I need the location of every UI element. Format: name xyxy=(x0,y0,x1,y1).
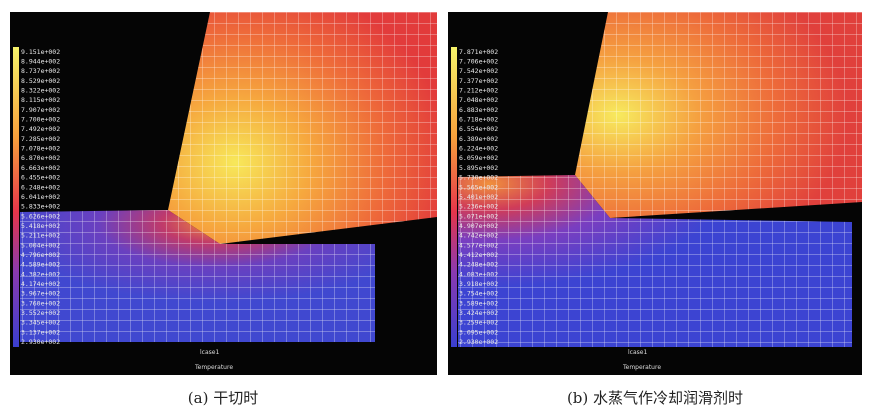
caption: (b) 水蒸气作冷却润滑剂时 xyxy=(567,389,743,407)
legend-label: 6.554e+002 xyxy=(459,125,498,133)
legend-label: 6.718e+002 xyxy=(459,116,498,124)
legend-label: 8.944e+002 xyxy=(21,57,60,65)
legend-label: 3.754e+002 xyxy=(459,290,498,298)
legend-label: 3.259e+002 xyxy=(459,319,498,327)
legend-label: 7.907e+002 xyxy=(21,106,60,114)
caption: (a) 干切时 xyxy=(188,389,258,407)
legend-label: 3.137e+002 xyxy=(21,328,60,336)
case-label: lcase1 xyxy=(628,349,647,356)
legend-label: 7.048e+002 xyxy=(459,96,498,104)
legend-label: 3.552e+002 xyxy=(21,309,60,317)
legend-label: 4.382e+002 xyxy=(21,270,60,278)
legend-label: 4.589e+002 xyxy=(21,261,60,269)
legend-label: 6.883e+002 xyxy=(459,106,498,114)
legend-label: 3.424e+002 xyxy=(459,309,498,317)
legend-label: 7.871e+002 xyxy=(459,48,498,56)
legend-label: 6.663e+002 xyxy=(21,164,60,172)
legend-label: 5.211e+002 xyxy=(21,232,60,240)
legend-label: 7.542e+002 xyxy=(459,67,498,75)
legend-label: 6.248e+002 xyxy=(21,183,60,191)
legend-label: 3.967e+002 xyxy=(21,290,60,298)
legend-label: 4.907e+002 xyxy=(459,222,498,230)
legend-label: 5.071e+002 xyxy=(459,212,498,220)
legend-label: 4.577e+002 xyxy=(459,241,498,249)
legend-label: 2.930e+002 xyxy=(459,338,498,346)
figure: 9.151e+0028.944e+002 8.737e+002 8.529e+002… xyxy=(0,0,872,413)
case-label: lcase1 xyxy=(200,349,219,356)
variable-label: Temperature xyxy=(622,364,661,371)
legend-label: 7.492e+002 xyxy=(21,125,60,133)
legend-label: 4.412e+002 xyxy=(459,251,498,259)
legend-label: 5.565e+002 xyxy=(459,183,498,191)
variable-label: Temperature xyxy=(194,364,233,371)
legend-label: 8.737e+002 xyxy=(21,67,60,75)
legend-label: 6.389e+002 xyxy=(459,135,498,143)
legend-label: 8.322e+002 xyxy=(21,86,60,94)
legend-label: 5.895e+002 xyxy=(459,164,498,172)
legend-label: 7.285e+002 xyxy=(21,135,60,143)
legend-label: 8.115e+002 xyxy=(21,96,60,104)
legend-label: 5.401e+002 xyxy=(459,193,498,201)
legend-label: 6.224e+002 xyxy=(459,145,498,153)
legend-label: 3.760e+002 xyxy=(21,299,60,307)
legend-label: 6.059e+002 xyxy=(459,154,498,162)
legend-label: 4.796e+002 xyxy=(21,251,60,259)
legend-label: 3.345e+002 xyxy=(21,319,60,327)
legend-label: 6.870e+002 xyxy=(21,154,60,162)
legend-label: 5.236e+002 xyxy=(459,203,498,211)
legend-label: 4.248e+002 xyxy=(459,261,498,269)
legend-label: 4.083e+002 xyxy=(459,270,498,278)
legend-label: 3.589e+002 xyxy=(459,299,498,307)
legend-label: 9.151e+002 xyxy=(21,48,60,56)
legend-label: 7.212e+002 xyxy=(459,86,498,94)
legend-label: 5.004e+002 xyxy=(21,241,60,249)
legend-label: 5.730e+002 xyxy=(459,174,498,182)
legend-label: 4.742e+002 xyxy=(459,232,498,240)
legend-label: 7.700e+002 xyxy=(21,116,60,124)
legend-label: 2.930e+002 xyxy=(21,338,60,346)
legend-label: 7.706e+002 xyxy=(459,57,498,65)
legend-label: 3.918e+002 xyxy=(459,280,498,288)
legend-label: 4.174e+002 xyxy=(21,280,60,288)
legend-label: 6.041e+002 xyxy=(21,193,60,201)
legend-label: 5.626e+002 xyxy=(21,212,60,220)
legend-label: 6.455e+002 xyxy=(21,174,60,182)
legend-label: 5.833e+002 xyxy=(21,203,60,211)
legend-label: 7.377e+002 xyxy=(459,77,498,85)
legend-label: 3.095e+002 xyxy=(459,328,498,336)
legend-label: 5.418e+002 xyxy=(21,222,60,230)
legend-label: 7.078e+002 xyxy=(21,145,60,153)
legend-label: 8.529e+002 xyxy=(21,77,60,85)
